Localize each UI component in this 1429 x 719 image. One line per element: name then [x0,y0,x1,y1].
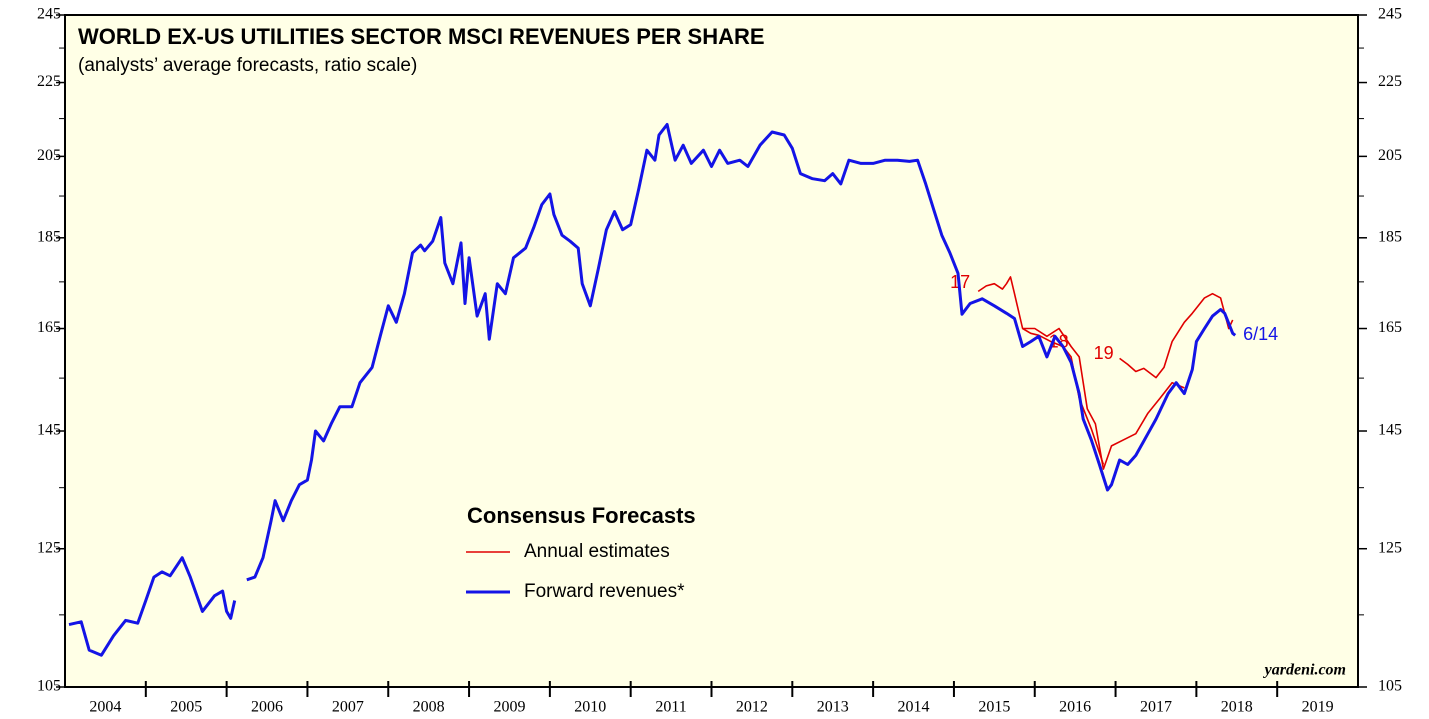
y-tick-label: 105 [37,678,61,695]
legend-label: Annual estimates [524,541,670,562]
y2-tick-label: 205 [1378,147,1402,164]
line-label: 19 [1094,343,1114,363]
y-tick-label: 205 [37,147,61,164]
x-tick-label: 2009 [493,699,525,716]
source: yardeni.com [1263,662,1346,679]
plot-area [64,14,1359,688]
y2-tick-label: 125 [1378,539,1402,556]
y-tick-label: 185 [37,228,61,245]
legend: Annual estimates Forward revenues* [466,541,685,602]
y-tick-label: 225 [37,73,61,90]
y-tick-label: 245 [37,6,61,23]
y2-tick-label: 245 [1378,6,1402,23]
y2-tick-label: 165 [1378,319,1402,336]
chart-title: WORLD EX-US UTILITIES SECTOR MSCI REVENU… [78,24,765,49]
y-tick-label: 165 [37,319,61,336]
chart-subtitle: (analysts’ average forecasts, ratio scal… [78,55,417,76]
x-tick-label: 2012 [736,699,768,716]
x-tick-label: 2016 [1059,699,1091,716]
y2-tick-label: 145 [1378,422,1402,439]
x-tick-label: 2010 [574,699,606,716]
estimate-line [1022,327,1185,470]
y2-tick-label: 225 [1378,73,1402,90]
legend-label: Forward revenues* [524,581,685,602]
legend-title: Consensus Forecasts [467,503,696,528]
x-tick-label: 2018 [1221,699,1253,716]
x-tick-label: 2007 [332,699,364,716]
y-tick-label: 145 [37,422,61,439]
end-label: 6/14 [1243,324,1278,344]
y2-tick-label: 105 [1378,678,1402,695]
forward-line [68,123,1237,657]
x-tick-label: 2005 [170,699,202,716]
x-tick-label: 2019 [1302,699,1334,716]
x-tick-label: 2015 [978,699,1010,716]
y2-tick-label: 185 [1378,228,1402,245]
x-tick-label: 2008 [413,699,445,716]
x-tick-label: 2006 [251,699,283,716]
estimate-line [1119,292,1234,379]
x-tick-label: 2013 [817,699,849,716]
x-tick-label: 2004 [89,699,121,716]
x-tick-label: 2011 [655,699,686,716]
x-tick-label: 2017 [1140,699,1172,716]
y-tick-label: 125 [37,539,61,556]
x-tick-label: 2014 [898,699,930,716]
